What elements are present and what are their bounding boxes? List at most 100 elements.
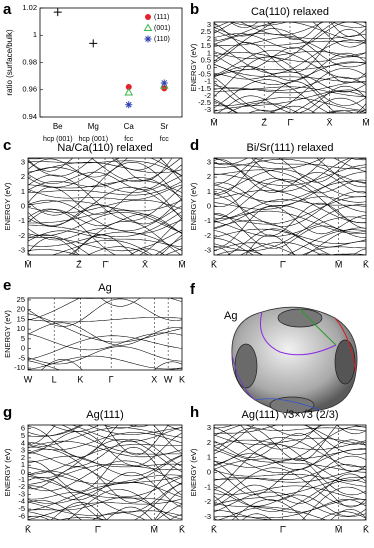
band-line	[28, 360, 182, 370]
y-tick-label: 0	[21, 344, 25, 353]
band-line	[50, 490, 182, 520]
band-line	[226, 228, 366, 255]
band-line	[28, 313, 182, 343]
reference-marker	[53, 8, 62, 17]
band-line	[214, 178, 366, 207]
band-line	[319, 511, 366, 520]
y-tick-label: 2	[207, 172, 211, 181]
band-line	[61, 425, 182, 455]
band-line	[229, 22, 366, 37]
band-line	[28, 237, 166, 255]
band-line	[214, 469, 366, 487]
band-line	[214, 458, 366, 482]
band-line	[214, 22, 366, 28]
band-line	[214, 524, 366, 548]
y-tick-label: 3	[21, 157, 25, 166]
y-axis-label: ENERGY (eV)	[3, 310, 12, 358]
band-line	[28, 446, 182, 496]
y-tick-label: 1	[207, 453, 211, 462]
band-line	[28, 483, 182, 513]
plot-frame	[27, 297, 183, 371]
band-line	[102, 425, 139, 429]
band-line	[50, 425, 100, 432]
band-line	[214, 22, 366, 63]
y-tick-label: 1.02	[22, 3, 37, 12]
band-line	[214, 190, 366, 224]
band-line	[214, 446, 366, 473]
band-lines	[28, 425, 182, 548]
band-line	[214, 97, 366, 113]
band-line	[91, 158, 182, 182]
x-tick-label: Γ̄	[280, 524, 287, 534]
y-tick-label: 0.94	[22, 112, 37, 121]
band-line	[28, 198, 182, 227]
x-tick-label: K̄	[363, 259, 369, 269]
x-tick-label: Be	[53, 122, 63, 131]
band-line	[217, 85, 366, 113]
legend-label: (001)	[154, 25, 170, 32]
y-axis-label: ENERGY (eV)	[3, 182, 12, 230]
band-line	[28, 298, 182, 321]
x-tick-label: Γ̄	[103, 259, 110, 269]
fermi-surface-drawing	[231, 306, 358, 414]
band-line	[214, 503, 328, 520]
y-tick-label: 5	[21, 431, 25, 440]
x-tick-label: X̄	[327, 117, 333, 127]
band-line	[214, 37, 366, 58]
y-tick-label: -2	[204, 231, 211, 240]
band-line	[28, 332, 182, 351]
band-line	[214, 22, 366, 42]
band-line	[28, 210, 182, 234]
band-line	[214, 191, 366, 227]
x-tick-label: M̄	[178, 259, 186, 269]
x-tick-label: K̄	[179, 524, 185, 534]
x-tick-label: K̄	[363, 524, 369, 534]
band-line	[28, 460, 182, 503]
band-line	[214, 169, 366, 213]
band-line	[67, 489, 172, 520]
band-line	[214, 90, 366, 113]
band-line	[28, 248, 182, 255]
band-line	[214, 439, 366, 470]
band-line	[327, 110, 366, 113]
band-line	[214, 158, 324, 169]
band-line	[111, 158, 163, 171]
band-line	[28, 164, 182, 190]
x-tick-label: Z̄	[76, 259, 82, 269]
y-tick-label: -1.5	[198, 84, 211, 93]
band-line	[28, 497, 182, 520]
band-line	[28, 158, 182, 177]
marker-circle	[125, 84, 132, 91]
chart-title: Ca(110) relaxed	[251, 6, 329, 18]
y-tick-label: -3	[204, 246, 211, 255]
band-line	[214, 425, 366, 455]
band-line	[28, 219, 182, 241]
panel-letter: g	[3, 404, 12, 421]
band-line	[214, 518, 218, 520]
band-line	[226, 102, 300, 113]
band-line	[214, 216, 366, 237]
band-line	[28, 477, 182, 520]
x-tick-label: L	[52, 374, 57, 384]
legend-label: (110)	[154, 36, 170, 43]
band-line	[28, 442, 182, 468]
x-tick-label: Ca	[124, 122, 135, 131]
y-tick-label: 2.5	[201, 27, 211, 36]
panel-letter: d	[190, 137, 199, 154]
band-line	[214, 425, 366, 445]
band-line	[28, 186, 182, 220]
band-line	[214, 522, 366, 539]
band-line	[28, 524, 182, 548]
x-tick-sublabel: fcc	[124, 136, 133, 143]
band-line	[28, 498, 182, 520]
band-line	[339, 253, 366, 255]
x-tick-sublabel: hcp (001)	[43, 136, 73, 143]
y-tick-label: -4	[18, 497, 25, 506]
y-tick-label: 0	[207, 467, 211, 476]
band-lines	[214, 158, 366, 255]
band-line	[214, 97, 366, 111]
y-tick-label: -3	[18, 489, 25, 498]
y-tick-label: 15	[17, 314, 25, 323]
y-tick-label: -1	[204, 216, 211, 225]
